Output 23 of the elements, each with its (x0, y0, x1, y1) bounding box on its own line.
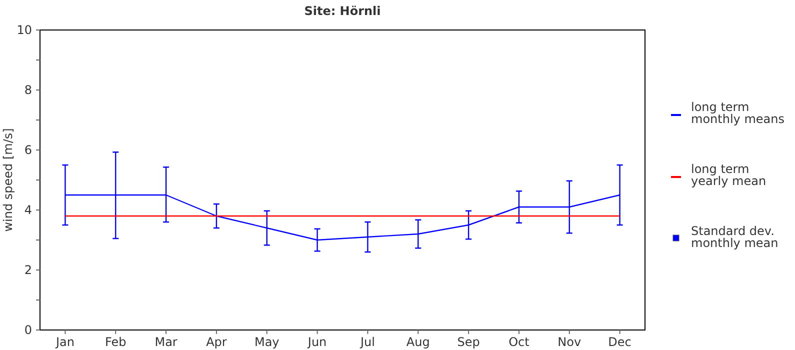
y-tick-label: 10 (16, 23, 32, 37)
text: Standard dev. monthly mean (691, 224, 778, 250)
y-tick-label: 8 (24, 83, 32, 97)
x-tick-label: Aug (406, 335, 430, 349)
x-tick-label: Apr (206, 335, 227, 349)
y-axis-title: wind speed [m/s] (1, 128, 15, 232)
y-tick-label: 6 (24, 143, 32, 157)
x-tick-label: Jun (306, 335, 327, 349)
y-tick-label: 2 (24, 263, 32, 277)
x-tick-label: Feb (105, 335, 126, 349)
y-tick-label: 0 (24, 323, 32, 337)
y-tick-label: 4 (24, 203, 32, 217)
x-tick-label: Nov (558, 335, 582, 349)
x-tick-label: Oct (508, 335, 530, 349)
chart-title: Site: Hörnli (304, 4, 381, 18)
x-tick-label: Jan (54, 335, 74, 349)
x-tick-label: May (254, 335, 280, 349)
legend-label: long term yearly mean (691, 162, 766, 188)
x-tick-label: Sep (457, 335, 480, 349)
legend-label: long term monthly means (691, 100, 784, 126)
x-tick-label: Dec (608, 335, 632, 349)
x-tick-label: Jul (359, 335, 375, 349)
x-tick-label: Mar (154, 335, 178, 349)
